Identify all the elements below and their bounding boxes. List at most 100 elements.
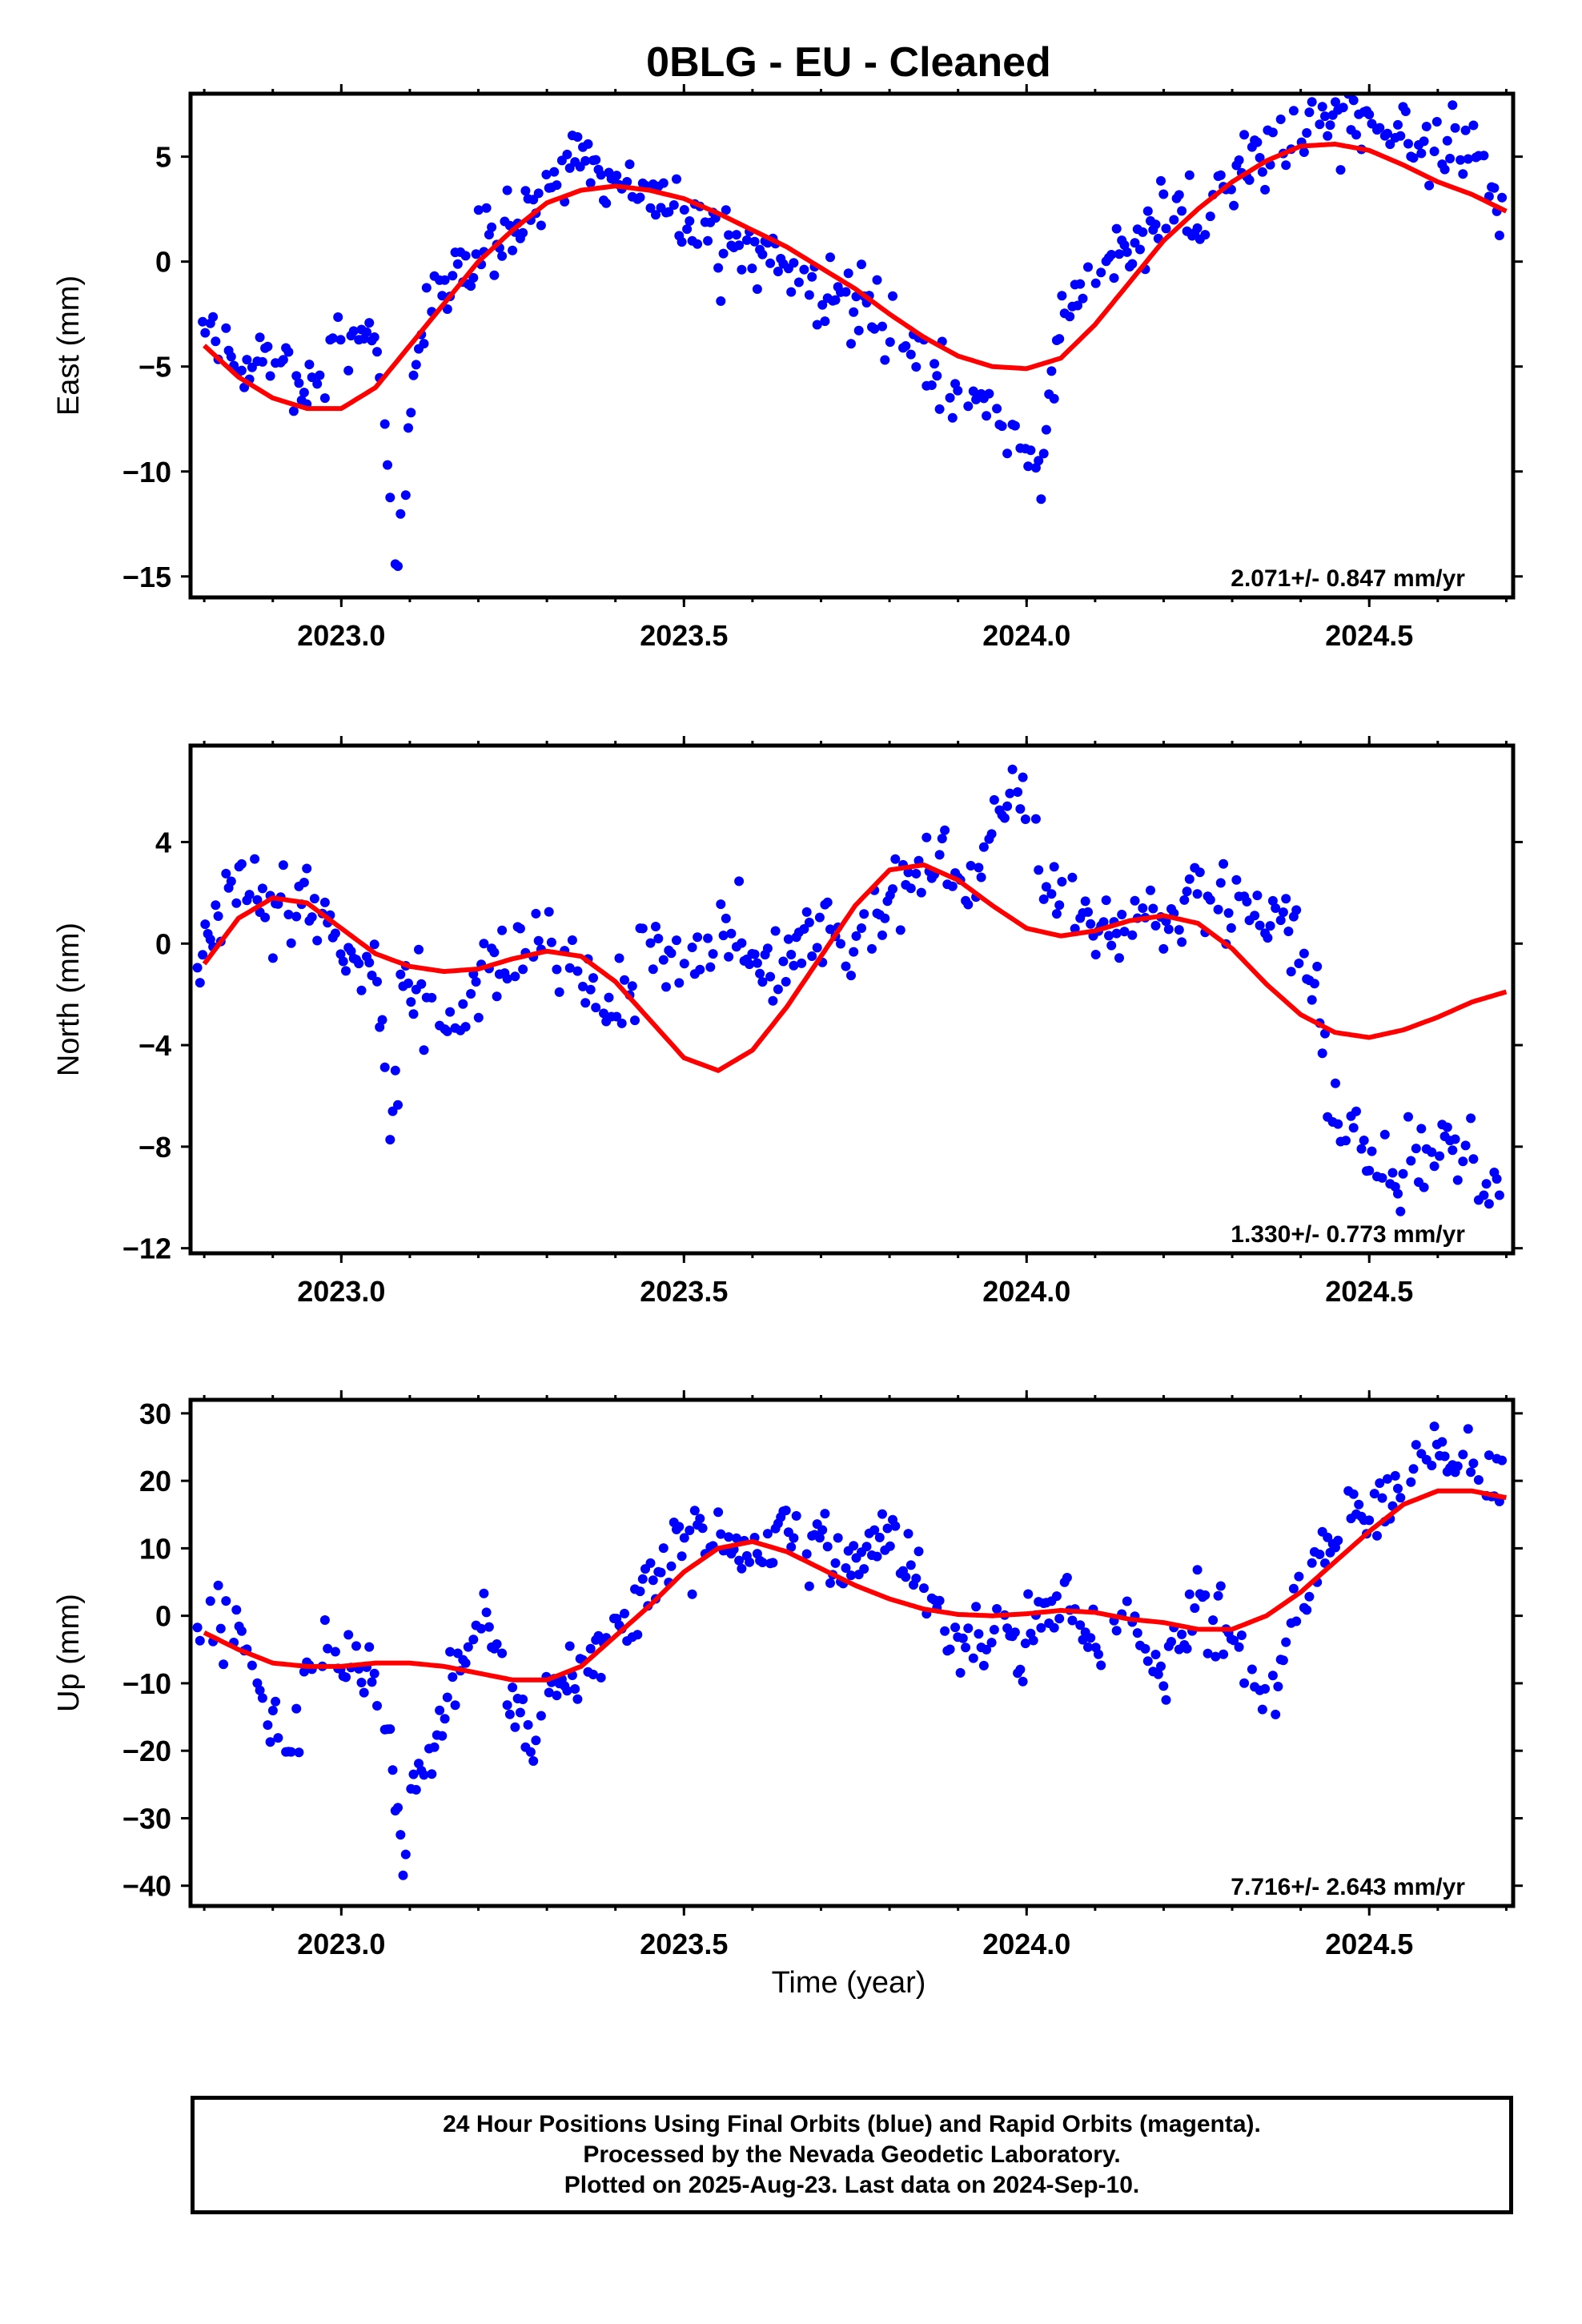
data-point [849,947,859,957]
data-point [1049,862,1059,872]
data-point [257,883,267,894]
data-point [1150,219,1161,230]
data-point [1263,933,1273,943]
data-point [1205,211,1215,222]
plot-frame [188,91,1516,600]
data-point [724,1532,734,1542]
data-point [1041,882,1051,892]
data-point [734,876,745,887]
data-point [1054,1614,1065,1624]
data-point [591,155,601,165]
data-point [968,386,978,396]
data-point [520,186,531,196]
data-point [1427,1147,1437,1157]
data-point [737,938,747,948]
data-point [822,897,833,907]
data-point [762,943,773,954]
data-point [857,923,866,933]
data-point [1015,804,1026,814]
data-point [846,339,856,349]
data-point [1203,1648,1213,1659]
data-point [383,460,392,470]
data-point [372,976,382,987]
data-point [319,897,330,907]
data-point [1117,910,1127,919]
data-point [812,943,822,953]
data-point [1460,125,1471,135]
y-tick-label: −30 [122,1802,171,1835]
data-point [1331,1078,1340,1088]
data-point [341,966,351,976]
data-point [770,926,781,936]
data-point [299,1667,309,1677]
data-point [1094,1649,1103,1659]
data-point [533,935,544,946]
data-point [585,178,596,188]
data-point [536,220,546,231]
data-point [1367,1146,1377,1156]
data-point [1046,366,1057,376]
data-point [888,291,897,301]
data-point [1119,927,1130,937]
data-point [1387,1168,1398,1178]
data-point [572,966,583,976]
data-point [1219,1649,1229,1659]
data-point [1236,1630,1247,1640]
data-point [1023,461,1034,472]
data-point [1395,1493,1406,1503]
data-point [221,323,231,333]
data-point [1281,1637,1291,1647]
data-point [323,1643,333,1654]
data-point [786,950,797,959]
data-point [1177,937,1187,947]
data-point [1104,931,1114,941]
data-point [1390,1470,1400,1481]
data-point [1038,894,1049,904]
data-point [291,371,302,381]
data-point [1260,1683,1271,1694]
data-point [192,1622,203,1633]
data-point [247,1660,257,1671]
data-point [343,1630,354,1640]
data-point [757,977,768,987]
data-point [427,1769,437,1779]
data-point [236,1626,247,1636]
data-point [645,1558,656,1568]
data-point [1163,924,1174,935]
data-point [747,263,757,274]
data-point [713,263,724,273]
data-point [460,251,471,261]
data-point [672,174,681,184]
data-point [1234,1642,1244,1652]
data-point [570,1684,580,1694]
data-point [385,1135,396,1145]
data-point [974,1629,984,1639]
x-tick-label: 2023.5 [640,619,728,652]
data-point [685,216,695,226]
data-point [1049,393,1059,404]
data-point [518,1695,528,1704]
y-tick-label: −10 [122,1667,171,1700]
data-point [1046,889,1057,899]
y-tick-label: 0 [155,1600,171,1633]
data-point [853,325,864,336]
data-point [471,249,481,259]
east-panel: 2023.0 2023.5 2024.0 2024.5 5 0 −5 −10 −15 East (… [52,84,1523,652]
data-point [406,408,416,418]
data-point [1142,1656,1153,1667]
data-point [390,1065,400,1076]
data-point [687,1589,697,1599]
data-point [1211,1651,1221,1662]
data-point [1184,1589,1195,1599]
data-point [364,958,375,967]
data-point [872,275,882,285]
data-point [781,1506,791,1516]
data-point [1456,155,1466,165]
data-point [679,205,689,215]
data-point [1427,1461,1437,1470]
data-point [687,943,697,952]
data-point [596,170,606,180]
x-tick-label: 2023.5 [640,1928,728,1960]
data-point [1127,259,1138,269]
data-point [1379,1129,1390,1140]
